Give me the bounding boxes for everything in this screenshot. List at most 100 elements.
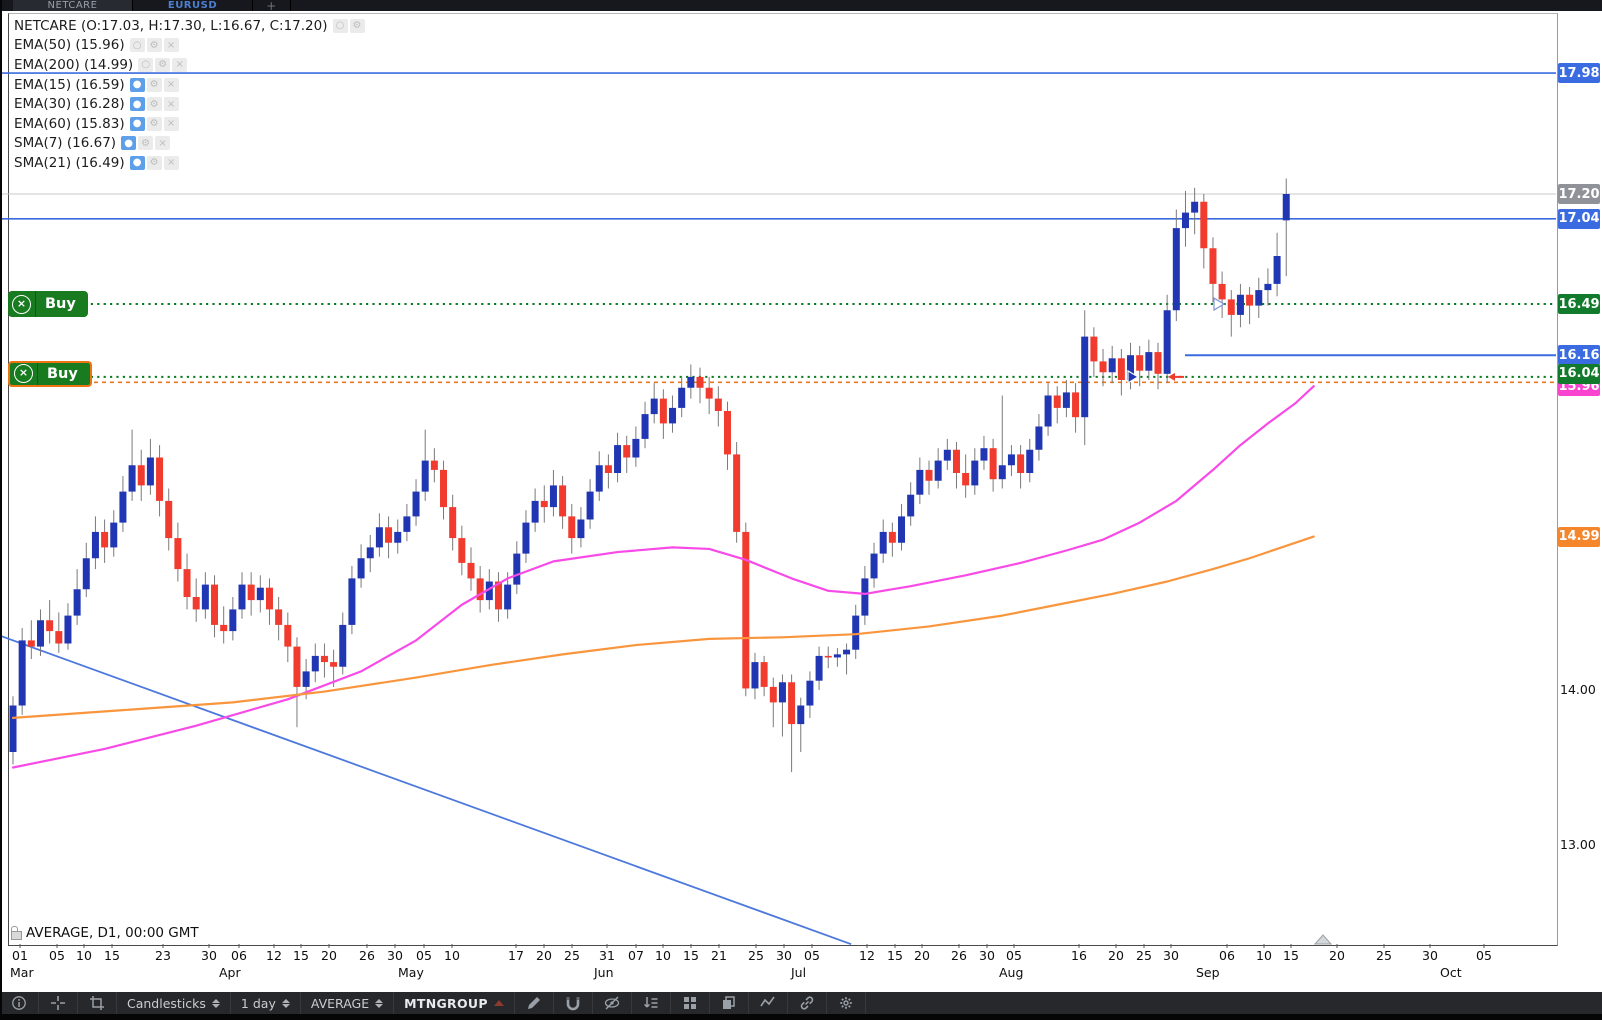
settings-icon[interactable]: ⚙ xyxy=(146,97,162,112)
x-day-label: 05 xyxy=(1006,948,1022,963)
x-day-label: 20 xyxy=(1108,948,1124,963)
remove-icon[interactable]: × xyxy=(163,77,179,92)
buy-order-label: Buy xyxy=(38,362,90,385)
x-day-label: 05 xyxy=(804,948,820,963)
x-day-label: 30 xyxy=(201,948,217,963)
remove-icon[interactable]: × xyxy=(155,136,171,151)
x-day-label: 12 xyxy=(266,948,282,963)
toolbar-select-candlesticks[interactable]: Candlesticks xyxy=(117,992,231,1014)
legend-row-icons: ● ⚙ × xyxy=(129,116,179,131)
x-day-label: 07 xyxy=(628,948,644,963)
remove-icon[interactable]: × xyxy=(163,38,179,53)
price-badge-16.04: 16.04 xyxy=(1558,363,1600,384)
remove-icon[interactable]: × xyxy=(163,116,179,131)
visibility-icon[interactable]: ○ xyxy=(332,18,348,33)
visibility-icon[interactable]: ○ xyxy=(129,38,145,53)
pencil-icon[interactable] xyxy=(515,992,554,1014)
magnet-icon[interactable] xyxy=(554,992,593,1014)
x-day-label: 25 xyxy=(748,948,764,963)
settings-icon[interactable]: ⚙ xyxy=(146,155,162,170)
visibility-icon[interactable]: ● xyxy=(129,97,145,112)
remove-icon[interactable]: × xyxy=(172,57,188,72)
settings-icon[interactable]: ⚙ xyxy=(146,77,162,92)
info-icon[interactable] xyxy=(0,992,39,1014)
legend-row-icons: ● ⚙ × xyxy=(129,155,179,170)
visibility-icon[interactable]: ● xyxy=(129,77,145,92)
close-order-button[interactable]: × xyxy=(10,362,38,385)
pages-icon[interactable] xyxy=(710,992,749,1014)
x-day-label: 15 xyxy=(683,948,699,963)
legend-row-label: EMA(200) (14.99) xyxy=(14,56,134,73)
visibility-icon[interactable]: ● xyxy=(129,116,145,131)
x-month-label: May xyxy=(398,965,424,980)
chart-plot-frame[interactable] xyxy=(8,13,1558,946)
settings-icon[interactable]: ⚙ xyxy=(146,116,162,131)
legend-row-icons: ● ⚙ × xyxy=(121,136,171,151)
buy-order-pill[interactable]: × Buy xyxy=(8,360,92,387)
tab-netcare[interactable]: NETCARE xyxy=(13,0,133,11)
crop-icon[interactable] xyxy=(78,992,117,1014)
legend-row-label: EMA(30) (16.28) xyxy=(14,96,125,113)
x-day-label: 10 xyxy=(1256,948,1272,963)
link-icon[interactable] xyxy=(788,992,827,1014)
legend-row: EMA(30) (16.28) ● ⚙ × xyxy=(14,94,365,114)
legend-row-label: EMA(15) (16.59) xyxy=(14,76,125,93)
grid-icon[interactable] xyxy=(671,992,710,1014)
visibility-icon[interactable]: ● xyxy=(129,155,145,170)
indicator-legend: NETCARE (O:17.03, H:17.30, L:16.67, C:17… xyxy=(14,16,365,173)
x-day-label: 15 xyxy=(104,948,120,963)
x-day-label: 20 xyxy=(914,948,930,963)
visibility-icon[interactable]: ○ xyxy=(138,57,154,72)
visibility-icon[interactable]: ● xyxy=(121,136,137,151)
x-day-label: 30 xyxy=(387,948,403,963)
stepper-icon xyxy=(375,998,384,1008)
close-icon: × xyxy=(14,364,33,384)
x-day-label: 01 xyxy=(12,948,28,963)
settings-icon[interactable]: ⚙ xyxy=(138,136,154,151)
caret-up-icon xyxy=(493,1000,504,1006)
settings-icon[interactable]: ⚙ xyxy=(155,57,171,72)
x-day-label: 10 xyxy=(655,948,671,963)
zigzag-icon[interactable] xyxy=(749,992,788,1014)
legend-row-label: EMA(60) (15.83) xyxy=(14,115,125,132)
remove-icon[interactable]: × xyxy=(163,155,179,170)
x-day-label: 30 xyxy=(979,948,995,963)
legend-row-label: SMA(7) (16.67) xyxy=(14,135,117,152)
toolbar-select-1-day[interactable]: 1 day xyxy=(231,992,301,1014)
close-order-button[interactable]: × xyxy=(8,291,36,318)
price-badge-16.49: 16.49 xyxy=(1558,294,1600,315)
x-day-label: 15 xyxy=(293,948,309,963)
x-day-label: 26 xyxy=(951,948,967,963)
settings-icon[interactable]: ⚙ xyxy=(146,38,162,53)
settings-icon[interactable]: ⚙ xyxy=(349,18,365,33)
x-month-label: Apr xyxy=(219,965,241,980)
x-day-label: 10 xyxy=(76,948,92,963)
eye-off-icon[interactable] xyxy=(593,992,632,1014)
toolbar-select-average[interactable]: AVERAGE xyxy=(301,992,395,1014)
price-badge-14.99: 14.99 xyxy=(1558,526,1600,547)
unlock-icon xyxy=(11,926,22,940)
buy-order-pill[interactable]: × Buy xyxy=(8,291,88,318)
x-day-label: 06 xyxy=(1219,948,1235,963)
sort-icon[interactable] xyxy=(632,992,671,1014)
x-month-label: Aug xyxy=(999,965,1024,980)
price-label-14.00: 14.00 xyxy=(1560,682,1596,697)
tab-eurusd[interactable]: EURUSD xyxy=(133,0,253,11)
x-day-label: 30 xyxy=(1422,948,1438,963)
legend-row: SMA(21) (16.49) ● ⚙ × xyxy=(14,153,365,173)
x-day-label: 30 xyxy=(1163,948,1179,963)
toolbar-item-label: AVERAGE xyxy=(310,995,370,1011)
tab-bar: NETCARE EURUSD + xyxy=(0,0,1602,11)
x-month-label: Sep xyxy=(1196,965,1220,980)
x-day-label: 06 xyxy=(231,948,247,963)
x-day-label: 25 xyxy=(1376,948,1392,963)
toolbar-select-mtngroup[interactable]: MTNGROUP xyxy=(394,992,515,1014)
price-badge-16.16: 16.16 xyxy=(1558,345,1600,366)
gear-icon[interactable] xyxy=(827,992,866,1014)
remove-icon[interactable]: × xyxy=(163,97,179,112)
x-month-label: Jul xyxy=(791,965,807,980)
crosshair-icon[interactable] xyxy=(39,992,78,1014)
x-day-label: 16 xyxy=(1071,948,1087,963)
tab--[interactable]: + xyxy=(253,0,291,11)
